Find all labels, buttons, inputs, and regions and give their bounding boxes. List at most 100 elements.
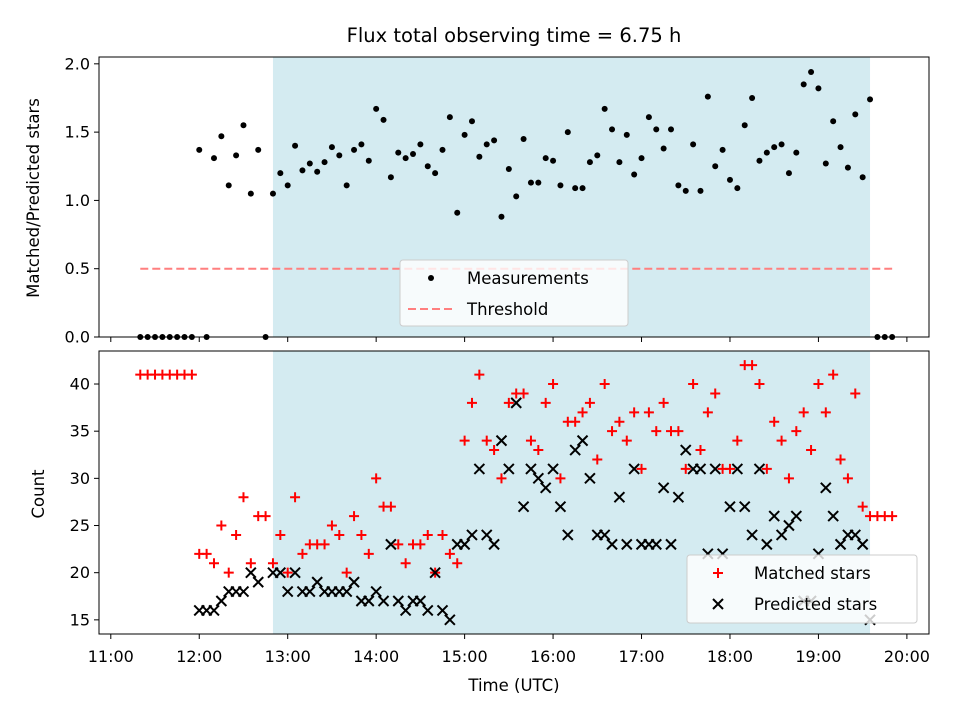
- matched-stars-point: [385, 501, 396, 512]
- predicted-stars-point: [340, 585, 353, 598]
- predicted-stars-point: [377, 595, 390, 607]
- x-tick-label: 16:00: [530, 647, 576, 666]
- matched-stars-point: [400, 558, 411, 569]
- predicted-stars-point: [790, 510, 803, 522]
- measurements-point: [594, 152, 601, 159]
- measurements-point: [682, 187, 689, 194]
- matched-stars-point: [614, 416, 625, 427]
- predicted-stars-point: [576, 434, 589, 447]
- matched-stars-point: [422, 529, 433, 540]
- matched-stars-point: [201, 548, 212, 559]
- predicted-stars-point: [694, 463, 707, 475]
- predicted-stars-point: [598, 529, 611, 541]
- top-axes-frame: [98, 56, 930, 338]
- matched-stars-point: [584, 397, 595, 408]
- x-tick-label: 20:00: [884, 647, 930, 666]
- measurements-point: [859, 174, 866, 181]
- matched-stars-point: [850, 388, 861, 399]
- measurements-point: [410, 150, 417, 157]
- measurements-point: [616, 159, 623, 166]
- measurements-point: [247, 190, 254, 197]
- matched-stars-point: [363, 548, 374, 559]
- bottom-y-tick-label: 35: [70, 422, 90, 441]
- predicted-stars-point: [289, 566, 301, 579]
- predicted-stars-point: [547, 463, 559, 475]
- predicted-stars-point: [311, 576, 323, 588]
- measurements-point: [343, 182, 350, 189]
- predicted-stars-point: [245, 566, 257, 579]
- measurements-point: [675, 182, 682, 189]
- matched-stars-point: [842, 473, 853, 484]
- matched-stars-point: [275, 529, 286, 540]
- chart-title: Flux total observing time = 6.75 h: [347, 24, 682, 47]
- matched-stars-point: [592, 454, 603, 465]
- predicted-stars-point: [820, 482, 832, 494]
- predicted-stars-point: [724, 500, 736, 513]
- matched-stars-point: [231, 529, 242, 540]
- measurements-point: [697, 187, 704, 194]
- measurements-point: [513, 193, 520, 200]
- measurements-point: [800, 81, 807, 88]
- measurements-point: [321, 159, 328, 166]
- matched-stars-point: [724, 463, 735, 474]
- bottom-y-axis-label: Count: [29, 469, 48, 519]
- legend-label: Threshold: [466, 300, 548, 319]
- matched-stars-point: [356, 529, 367, 540]
- x-tick-label: 13:00: [265, 647, 311, 666]
- predicted-stars-point: [856, 538, 869, 551]
- measurements-point: [196, 146, 203, 153]
- top-y-tick-label: 2.0: [65, 54, 90, 73]
- legend-matched-marker: [713, 568, 723, 578]
- predicted-stars-point: [584, 472, 596, 485]
- matched-stars-point: [599, 379, 610, 390]
- predicted-stars-point: [761, 538, 773, 551]
- measurements-point: [358, 141, 365, 148]
- predicted-stars-point: [422, 604, 434, 617]
- measurements-point: [808, 69, 815, 76]
- matched-stars-point: [835, 454, 846, 465]
- matched-stars-point: [186, 369, 197, 380]
- measurements-point: [380, 116, 387, 123]
- matched-stars-point: [710, 388, 721, 399]
- matched-stars-point: [223, 567, 234, 578]
- predicted-stars-point: [392, 595, 404, 607]
- matched-stars-point: [828, 369, 839, 380]
- matched-stars-point: [688, 379, 699, 390]
- matched-stars-point: [747, 360, 758, 371]
- measurements-point: [749, 94, 756, 101]
- predicted-stars-point: [304, 585, 316, 598]
- measurements-point: [439, 146, 446, 153]
- matched-stars-point: [702, 407, 713, 418]
- matched-stars-point: [326, 520, 337, 531]
- matched-stars-point: [695, 445, 706, 456]
- matched-stars-point: [533, 445, 544, 456]
- measurements-point: [638, 155, 645, 162]
- measurements-point: [601, 105, 608, 112]
- predicted-stars-point: [628, 463, 640, 475]
- measurements-point: [351, 146, 358, 153]
- predicted-stars-point: [539, 482, 552, 494]
- matched-stars-point: [651, 426, 662, 437]
- x-tick-label: 11:00: [88, 647, 134, 666]
- top-series-group: [137, 69, 896, 340]
- measurements-point: [483, 141, 490, 148]
- predicted-stars-point: [834, 538, 847, 551]
- predicted-stars-point: [488, 538, 500, 551]
- measurements-point: [734, 185, 741, 192]
- predicted-stars-point: [650, 538, 662, 551]
- matched-stars-point: [437, 529, 448, 540]
- predicted-stars-point: [657, 482, 670, 494]
- matched-stars-point: [887, 511, 898, 522]
- matched-stars-point: [459, 435, 470, 446]
- measurements-point: [395, 149, 402, 156]
- matched-stars-point: [334, 529, 345, 540]
- measurements-point: [218, 133, 225, 140]
- measurements-point: [402, 155, 409, 162]
- legend-label: Predicted stars: [754, 595, 877, 614]
- predicted-stars-point: [569, 444, 581, 456]
- matched-stars-point: [806, 445, 817, 456]
- measurements-point: [712, 163, 719, 170]
- predicted-stars-point: [363, 595, 375, 607]
- measurements-point: [815, 85, 822, 92]
- measurements-point: [550, 157, 557, 164]
